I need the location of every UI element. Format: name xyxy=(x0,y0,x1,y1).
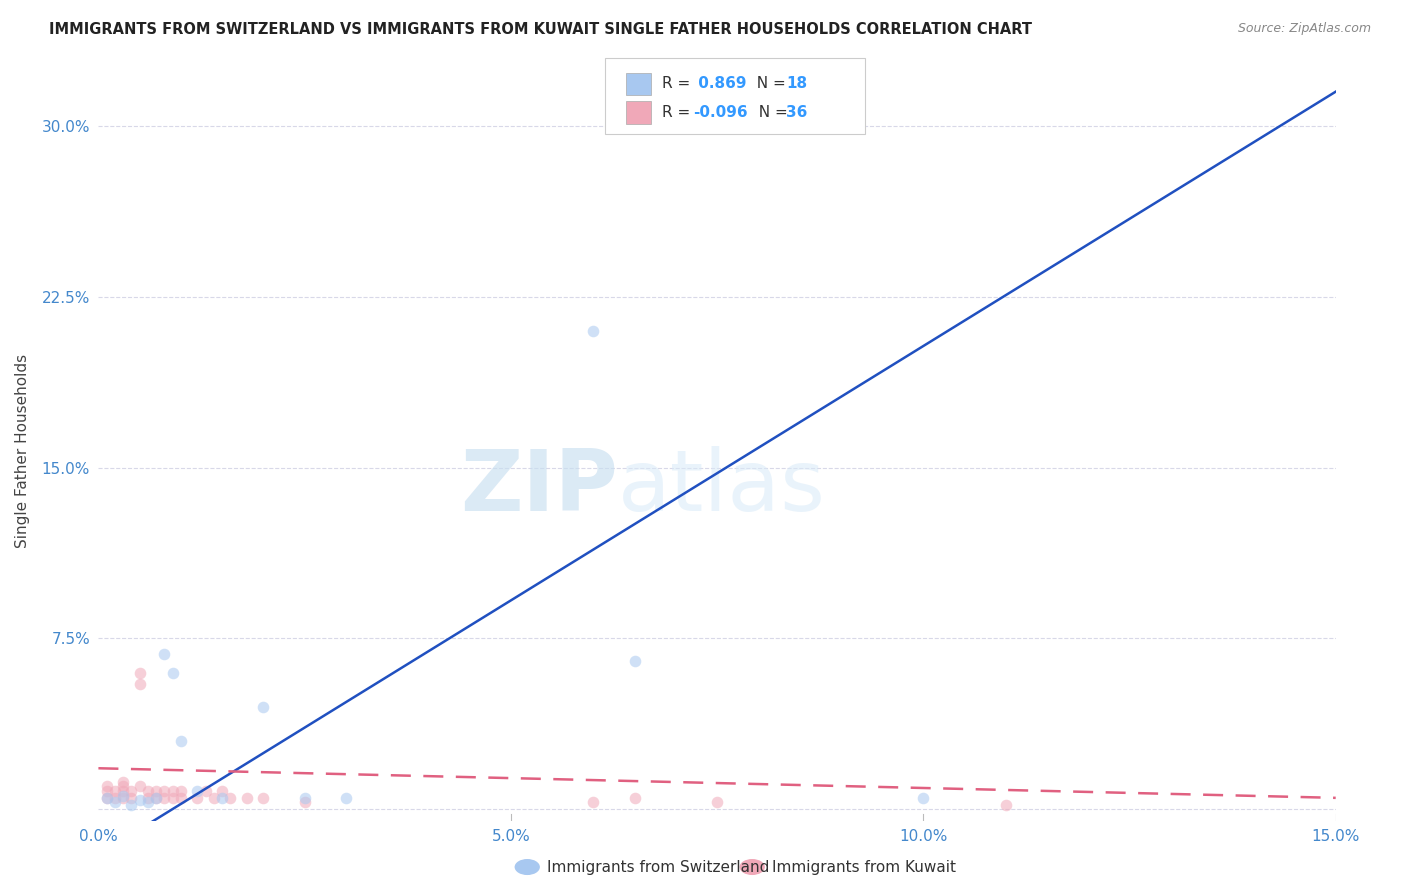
Text: Source: ZipAtlas.com: Source: ZipAtlas.com xyxy=(1237,22,1371,36)
Point xyxy=(96,784,118,798)
Point xyxy=(162,784,184,798)
Point xyxy=(623,654,645,668)
Point xyxy=(211,790,233,805)
Point xyxy=(128,780,150,794)
Point xyxy=(294,796,316,810)
Point xyxy=(582,324,605,338)
Text: 36: 36 xyxy=(786,105,807,120)
Point xyxy=(145,790,167,805)
Text: -0.096: -0.096 xyxy=(693,105,748,120)
Point xyxy=(112,775,135,789)
Point xyxy=(120,797,142,812)
Point xyxy=(153,790,176,805)
Point xyxy=(706,796,728,810)
Point xyxy=(112,790,135,805)
Point xyxy=(186,784,208,798)
Point xyxy=(112,789,135,803)
Point xyxy=(335,790,357,805)
Text: R =: R = xyxy=(662,77,696,91)
Point xyxy=(236,790,259,805)
Point xyxy=(912,790,935,805)
Y-axis label: Single Father Households: Single Father Households xyxy=(15,353,31,548)
Point xyxy=(96,790,118,805)
Point xyxy=(252,699,274,714)
Point xyxy=(145,790,167,805)
Text: N =: N = xyxy=(749,105,793,120)
Text: ZIP: ZIP xyxy=(460,446,619,529)
Text: N =: N = xyxy=(747,77,790,91)
Point xyxy=(128,793,150,807)
Text: IMMIGRANTS FROM SWITZERLAND VS IMMIGRANTS FROM KUWAIT SINGLE FATHER HOUSEHOLDS C: IMMIGRANTS FROM SWITZERLAND VS IMMIGRANT… xyxy=(49,22,1032,37)
Point xyxy=(96,790,118,805)
Text: Immigrants from Switzerland: Immigrants from Switzerland xyxy=(547,860,769,874)
Point xyxy=(202,790,225,805)
Point xyxy=(170,784,193,798)
Point xyxy=(162,790,184,805)
Point xyxy=(120,790,142,805)
Point xyxy=(112,780,135,794)
Text: atlas: atlas xyxy=(619,446,827,529)
Text: Immigrants from Kuwait: Immigrants from Kuwait xyxy=(772,860,956,874)
Point xyxy=(162,665,184,680)
Point xyxy=(104,796,127,810)
Text: R =: R = xyxy=(662,105,696,120)
Point xyxy=(186,790,208,805)
Point xyxy=(170,734,193,748)
Point xyxy=(153,784,176,798)
Point xyxy=(219,790,242,805)
Point xyxy=(145,784,167,798)
Point xyxy=(136,796,159,810)
Text: 18: 18 xyxy=(786,77,807,91)
Point xyxy=(128,677,150,691)
Point xyxy=(104,784,127,798)
Point xyxy=(252,790,274,805)
Point xyxy=(128,665,150,680)
Point xyxy=(96,780,118,794)
Point xyxy=(994,797,1017,812)
Point xyxy=(582,796,605,810)
Point xyxy=(170,790,193,805)
Point xyxy=(294,790,316,805)
Point xyxy=(112,784,135,798)
Point xyxy=(120,784,142,798)
Point xyxy=(153,648,176,662)
Point xyxy=(136,790,159,805)
Point xyxy=(136,784,159,798)
Point xyxy=(623,790,645,805)
Point xyxy=(211,784,233,798)
Point xyxy=(104,790,127,805)
Point xyxy=(194,784,217,798)
Text: 0.869: 0.869 xyxy=(693,77,747,91)
